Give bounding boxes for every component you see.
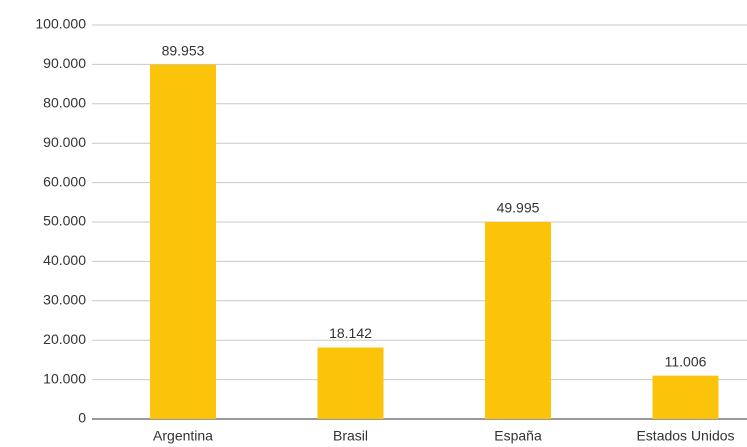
y-tick-label: 0	[78, 410, 86, 426]
value-label: 89.953	[162, 42, 205, 58]
bar	[317, 347, 384, 419]
y-tick-label: 60.000	[43, 173, 86, 189]
y-tick-label: 20.000	[43, 331, 86, 347]
value-label: 49.995	[497, 200, 540, 216]
y-tick-label: 10.000	[43, 370, 86, 386]
bar	[150, 64, 216, 420]
x-tick-label: Brasil	[333, 428, 368, 444]
value-label: 11.006	[665, 353, 707, 369]
x-tick-label: Estados Unidos	[636, 428, 734, 444]
y-tick-label: 50.000	[43, 213, 86, 229]
bar	[485, 222, 551, 419]
x-tick-label: España	[494, 428, 542, 444]
y-tick-label: 80.000	[43, 95, 86, 111]
y-tick-label: 40.000	[43, 252, 86, 268]
y-tick-label: 100.000	[35, 16, 86, 32]
y-tick-label: 90.000	[43, 55, 86, 71]
value-label: 18.142	[329, 325, 372, 341]
x-tick-label: Argentina	[153, 428, 213, 444]
y-tick-label: 90.000	[43, 134, 86, 150]
y-tick-label: 30.000	[43, 292, 86, 308]
bar	[652, 375, 719, 419]
